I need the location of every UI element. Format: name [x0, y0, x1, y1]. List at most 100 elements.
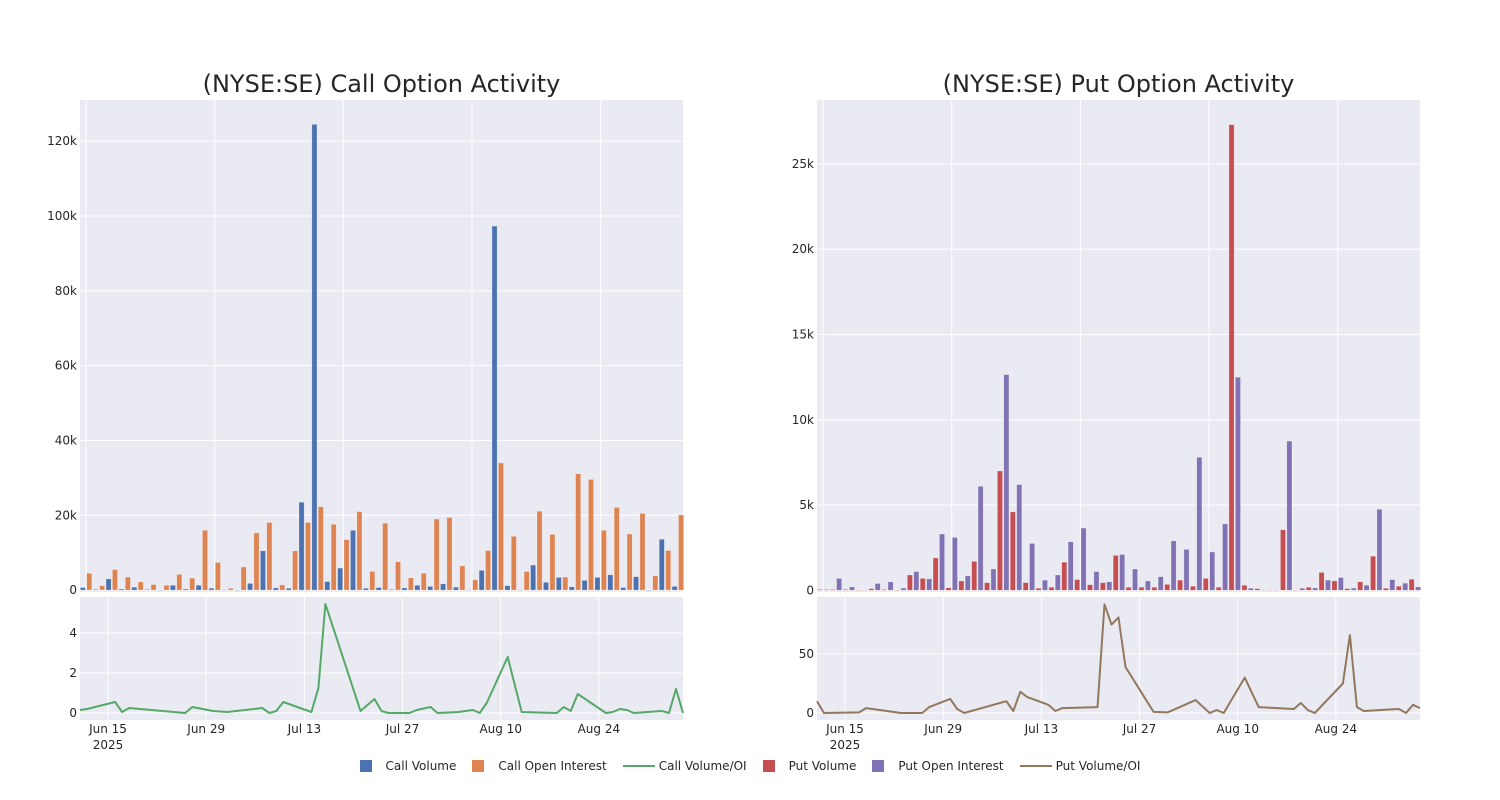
put-volume-bar — [816, 589, 823, 591]
call-volume-bar — [658, 538, 665, 591]
put-volume-bar — [1344, 588, 1351, 591]
call-volume-bar — [234, 589, 241, 591]
put-volume-bar — [1292, 589, 1299, 592]
call-oi-bar — [356, 511, 363, 591]
legend-item-call-oi[interactable]: Call Open Interest — [472, 759, 607, 773]
put-volume-bar — [1138, 586, 1145, 591]
call-ratio-y-tick-label: 0 — [69, 706, 77, 720]
put-volume-bar — [1357, 581, 1364, 591]
put-x-tick-label: Jun 29 — [923, 722, 962, 736]
put-oi-bar — [1119, 554, 1126, 591]
call-oi-bar — [575, 473, 582, 591]
call-oi-bar — [485, 550, 491, 591]
put-oi-swatch — [872, 760, 885, 772]
put-x-tick-year: 2025 — [830, 738, 861, 752]
call-y-tick-label: 0 — [69, 583, 77, 597]
call-x-tick-label: Aug 10 — [479, 722, 522, 736]
put-oi-bar — [1183, 549, 1190, 591]
put-oi-bar — [1222, 523, 1228, 591]
put-oi-bar — [887, 581, 894, 591]
call-oi-bar — [446, 517, 453, 591]
put-y-tick-label: 20k — [792, 242, 814, 256]
legend-item-put-ratio[interactable]: Put Volume/OI — [1019, 759, 1141, 773]
call-volume-bar — [491, 225, 498, 591]
put-volume-bar — [932, 557, 939, 591]
put-x-tick-label: Aug 24 — [1315, 722, 1358, 736]
call-volume-bar — [555, 577, 562, 591]
put-volume-bar — [1177, 579, 1183, 591]
put-volume-bar — [1151, 586, 1158, 591]
put-volume-bar — [1112, 555, 1119, 591]
put-volume-bar — [1408, 578, 1415, 591]
legend-item-call-volume[interactable]: Call Volume — [359, 759, 457, 773]
legend-item-put-oi[interactable]: Put Open Interest — [872, 759, 1004, 773]
call-oi-bar — [433, 518, 440, 591]
put-volume-bar — [919, 578, 926, 591]
legend-item-put-volume[interactable]: Put Volume — [762, 759, 856, 773]
call-y-tick-label: 120k — [47, 134, 77, 148]
call-oi-bar — [266, 522, 273, 591]
call-volume-bar — [620, 587, 627, 591]
put-oi-bar — [1363, 584, 1370, 591]
put-volume-bar — [1087, 584, 1093, 591]
call-oi-bar — [639, 513, 646, 591]
put-oi-bar — [913, 571, 920, 591]
call-y-tick-label: 60k — [55, 359, 77, 373]
legend-item-call-ratio[interactable]: Call Volume/OI — [622, 759, 747, 773]
put-oi-bar — [1299, 587, 1306, 591]
put-oi-bar — [1260, 589, 1267, 591]
call-volume-bar — [350, 529, 356, 591]
call-oi-bar — [562, 576, 569, 591]
call-volume-bar — [504, 585, 511, 591]
call-oi-bar — [99, 585, 106, 591]
call-ratio-plot-area — [80, 597, 683, 720]
call-oi-bar — [202, 529, 208, 591]
put-oi-bar — [1389, 579, 1396, 591]
call-volume-bar — [337, 567, 344, 591]
put-oi-bar — [939, 533, 945, 591]
put-volume-bar — [1280, 529, 1286, 591]
call-y-tick-label: 80k — [55, 284, 77, 298]
legend-label: Call Volume — [385, 759, 457, 773]
put-volume-bar — [1048, 586, 1055, 591]
call-oi-bar — [510, 535, 517, 591]
put-oi-bar — [1325, 579, 1331, 591]
put-volume-bar — [1022, 582, 1029, 591]
put-volume-bar — [1164, 584, 1171, 591]
legend-label: Put Open Interest — [898, 759, 1004, 773]
put-volume-bar — [842, 589, 849, 591]
put-volume-bar — [1035, 587, 1042, 591]
call-oi-bar — [343, 539, 350, 591]
put-oi-bar — [823, 589, 830, 591]
call-volume-bar — [272, 587, 279, 591]
put-x-tick-label: Jun 15 — [825, 722, 864, 736]
put-oi-bar — [1209, 551, 1216, 591]
call-volume-bar — [453, 586, 459, 591]
call-volume-bar — [388, 589, 395, 591]
put-oi-bar — [1067, 541, 1074, 591]
put-y-tick-label: 25k — [792, 157, 814, 171]
put-volume-bar — [1215, 586, 1222, 591]
put-volume-bar — [894, 589, 900, 592]
put-volume-bar — [1318, 572, 1325, 591]
call-x-tick-label: Jul 27 — [385, 722, 420, 736]
call-oi-bar — [472, 579, 479, 591]
call-ratio-y-tick-label: 4 — [69, 626, 77, 640]
call-volume-bar — [478, 569, 485, 591]
call-oi-bar — [330, 523, 337, 591]
put-volume-bar — [1254, 588, 1261, 591]
put-oi-bar — [836, 578, 843, 591]
call-bar-plot-area — [80, 100, 683, 592]
call-oi-bar — [498, 462, 504, 591]
legend-label: Put Volume/OI — [1055, 759, 1141, 773]
call-volume-bar — [581, 580, 588, 591]
put-oi-bar — [1029, 543, 1035, 591]
call-x-tick-label: Jun 15 — [88, 722, 127, 736]
call-oi-bar — [137, 581, 144, 591]
put-volume-bar — [868, 588, 875, 591]
put-oi-bar — [964, 575, 971, 591]
call-oi-bar — [459, 565, 466, 591]
put-volume-bar — [1267, 589, 1274, 591]
call-y-tick-label: 100k — [47, 209, 77, 223]
call-oi-bar — [240, 566, 247, 591]
